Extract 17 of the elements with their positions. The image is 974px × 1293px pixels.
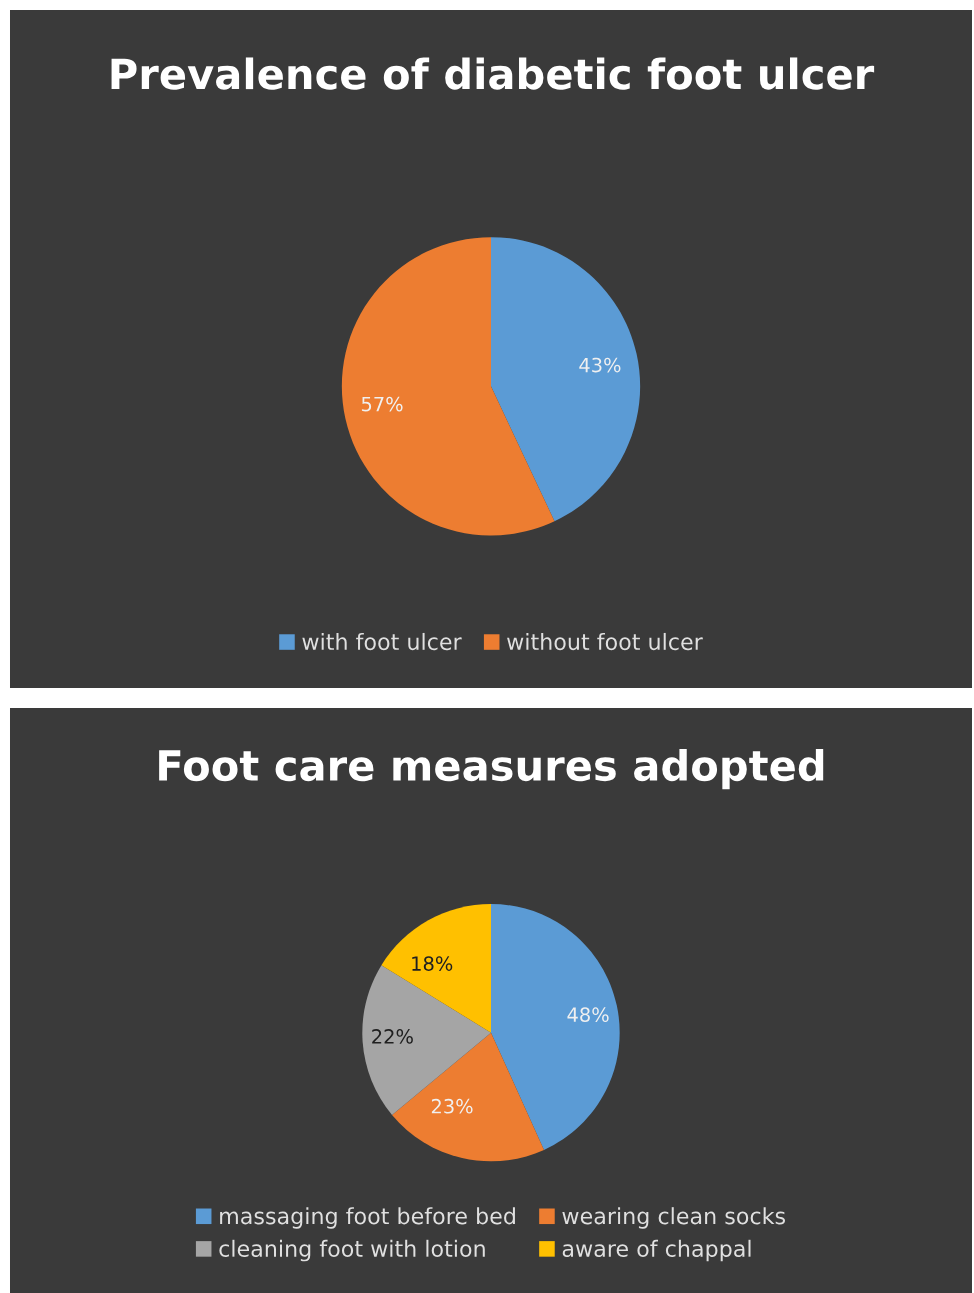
pie-slice [491, 903, 620, 1150]
legend-label: cleaning foot with lotion [219, 1239, 485, 1262]
legend-label: wearing clean socks [562, 1207, 786, 1229]
data-label: 57% [361, 396, 403, 412]
legend-label: aware of chappal [562, 1239, 751, 1262]
data-label: 43% [579, 357, 621, 373]
legend-label: with foot ulcer [302, 632, 462, 651]
pie-slice [491, 237, 641, 522]
data-label: 48% [567, 1007, 609, 1023]
chart-title: Prevalence of diabetic foot ulcer [111, 57, 875, 90]
legend-label: massaging foot before bed [220, 1207, 515, 1229]
data-label: 18% [412, 956, 453, 971]
chart-title: Foot care measures adopted [159, 748, 824, 790]
data-label: 23% [431, 1098, 473, 1114]
data-label: 22% [372, 1029, 413, 1044]
legend-label: without foot ulcer [507, 632, 703, 651]
pie-slice [341, 237, 555, 536]
